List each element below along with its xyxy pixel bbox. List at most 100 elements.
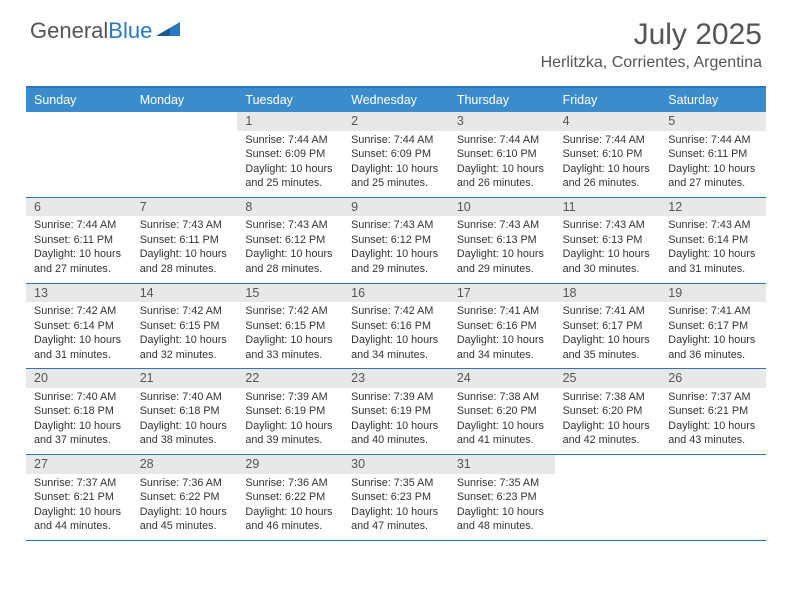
day-details: Sunrise: 7:41 AMSunset: 6:17 PMDaylight:… (555, 302, 661, 362)
day-details: Sunrise: 7:35 AMSunset: 6:23 PMDaylight:… (449, 474, 555, 534)
day-details: Sunrise: 7:43 AMSunset: 6:12 PMDaylight:… (343, 216, 449, 276)
sunrise-line: Sunrise: 7:42 AM (34, 304, 124, 319)
daylight-line: Daylight: 10 hours and 48 minutes. (457, 505, 547, 534)
day-cell (132, 112, 238, 197)
daylight-line: Daylight: 10 hours and 38 minutes. (140, 419, 230, 448)
sunrise-line: Sunrise: 7:37 AM (34, 476, 124, 491)
daylight-line: Daylight: 10 hours and 35 minutes. (563, 333, 653, 362)
sunrise-line: Sunrise: 7:42 AM (245, 304, 335, 319)
location: Herlitzka, Corrientes, Argentina (541, 54, 762, 72)
day-number: 19 (660, 284, 766, 303)
day-number: 13 (26, 284, 132, 303)
logo: GeneralBlue (30, 18, 182, 44)
day-header: Sunday (26, 88, 132, 112)
sunset-line: Sunset: 6:14 PM (668, 233, 758, 248)
day-number: 5 (660, 112, 766, 131)
day-details: Sunrise: 7:42 AMSunset: 6:16 PMDaylight:… (343, 302, 449, 362)
day-number: 23 (343, 369, 449, 388)
day-cell: 2Sunrise: 7:44 AMSunset: 6:09 PMDaylight… (343, 112, 449, 197)
day-details: Sunrise: 7:44 AMSunset: 6:10 PMDaylight:… (449, 131, 555, 191)
day-cell: 31Sunrise: 7:35 AMSunset: 6:23 PMDayligh… (449, 455, 555, 540)
daylight-line: Daylight: 10 hours and 32 minutes. (140, 333, 230, 362)
title-block: July 2025 Herlitzka, Corrientes, Argenti… (541, 18, 762, 72)
day-number: 31 (449, 455, 555, 474)
sunrise-line: Sunrise: 7:44 AM (34, 218, 124, 233)
sunset-line: Sunset: 6:16 PM (457, 319, 547, 334)
day-cell: 14Sunrise: 7:42 AMSunset: 6:15 PMDayligh… (132, 284, 238, 369)
sunset-line: Sunset: 6:19 PM (245, 404, 335, 419)
day-details: Sunrise: 7:44 AMSunset: 6:11 PMDaylight:… (26, 216, 132, 276)
day-cell: 7Sunrise: 7:43 AMSunset: 6:11 PMDaylight… (132, 198, 238, 283)
weeks-container: 1Sunrise: 7:44 AMSunset: 6:09 PMDaylight… (26, 112, 766, 541)
day-number: 6 (26, 198, 132, 217)
sunset-line: Sunset: 6:22 PM (140, 490, 230, 505)
day-cell: 17Sunrise: 7:41 AMSunset: 6:16 PMDayligh… (449, 284, 555, 369)
day-details: Sunrise: 7:40 AMSunset: 6:18 PMDaylight:… (132, 388, 238, 448)
day-details: Sunrise: 7:44 AMSunset: 6:09 PMDaylight:… (343, 131, 449, 191)
day-number: 22 (237, 369, 343, 388)
triangle-icon (156, 20, 182, 43)
day-number: 30 (343, 455, 449, 474)
sunset-line: Sunset: 6:17 PM (563, 319, 653, 334)
daylight-line: Daylight: 10 hours and 27 minutes. (34, 247, 124, 276)
day-number: 16 (343, 284, 449, 303)
day-details: Sunrise: 7:37 AMSunset: 6:21 PMDaylight:… (26, 474, 132, 534)
day-details: Sunrise: 7:35 AMSunset: 6:23 PMDaylight:… (343, 474, 449, 534)
day-cell: 27Sunrise: 7:37 AMSunset: 6:21 PMDayligh… (26, 455, 132, 540)
daylight-line: Daylight: 10 hours and 30 minutes. (563, 247, 653, 276)
sunrise-line: Sunrise: 7:41 AM (457, 304, 547, 319)
sunset-line: Sunset: 6:14 PM (34, 319, 124, 334)
day-cell: 10Sunrise: 7:43 AMSunset: 6:13 PMDayligh… (449, 198, 555, 283)
day-cell: 30Sunrise: 7:35 AMSunset: 6:23 PMDayligh… (343, 455, 449, 540)
sunset-line: Sunset: 6:11 PM (140, 233, 230, 248)
sunrise-line: Sunrise: 7:44 AM (563, 133, 653, 148)
day-details: Sunrise: 7:41 AMSunset: 6:17 PMDaylight:… (660, 302, 766, 362)
daylight-line: Daylight: 10 hours and 36 minutes. (668, 333, 758, 362)
day-number: 28 (132, 455, 238, 474)
day-details: Sunrise: 7:43 AMSunset: 6:13 PMDaylight:… (555, 216, 661, 276)
daylight-line: Daylight: 10 hours and 29 minutes. (457, 247, 547, 276)
sunrise-line: Sunrise: 7:42 AM (351, 304, 441, 319)
sunrise-line: Sunrise: 7:40 AM (34, 390, 124, 405)
sunrise-line: Sunrise: 7:36 AM (245, 476, 335, 491)
day-cell (26, 112, 132, 197)
sunrise-line: Sunrise: 7:41 AM (563, 304, 653, 319)
sunset-line: Sunset: 6:23 PM (457, 490, 547, 505)
day-cell: 20Sunrise: 7:40 AMSunset: 6:18 PMDayligh… (26, 369, 132, 454)
daylight-line: Daylight: 10 hours and 40 minutes. (351, 419, 441, 448)
week-row: 27Sunrise: 7:37 AMSunset: 6:21 PMDayligh… (26, 455, 766, 541)
sunrise-line: Sunrise: 7:44 AM (351, 133, 441, 148)
week-row: 20Sunrise: 7:40 AMSunset: 6:18 PMDayligh… (26, 369, 766, 455)
sunset-line: Sunset: 6:18 PM (140, 404, 230, 419)
day-header: Saturday (660, 88, 766, 112)
sunrise-line: Sunrise: 7:38 AM (457, 390, 547, 405)
sunrise-line: Sunrise: 7:38 AM (563, 390, 653, 405)
sunset-line: Sunset: 6:21 PM (668, 404, 758, 419)
sunset-line: Sunset: 6:12 PM (351, 233, 441, 248)
sunrise-line: Sunrise: 7:35 AM (351, 476, 441, 491)
sunset-line: Sunset: 6:21 PM (34, 490, 124, 505)
month-title: July 2025 (541, 18, 762, 52)
day-cell: 28Sunrise: 7:36 AMSunset: 6:22 PMDayligh… (132, 455, 238, 540)
daylight-line: Daylight: 10 hours and 31 minutes. (34, 333, 124, 362)
day-number: 4 (555, 112, 661, 131)
daylight-line: Daylight: 10 hours and 29 minutes. (351, 247, 441, 276)
sunset-line: Sunset: 6:20 PM (563, 404, 653, 419)
day-number: 20 (26, 369, 132, 388)
sunrise-line: Sunrise: 7:36 AM (140, 476, 230, 491)
sunset-line: Sunset: 6:20 PM (457, 404, 547, 419)
day-cell: 9Sunrise: 7:43 AMSunset: 6:12 PMDaylight… (343, 198, 449, 283)
day-number: 27 (26, 455, 132, 474)
day-cell: 3Sunrise: 7:44 AMSunset: 6:10 PMDaylight… (449, 112, 555, 197)
daylight-line: Daylight: 10 hours and 28 minutes. (140, 247, 230, 276)
day-details: Sunrise: 7:43 AMSunset: 6:14 PMDaylight:… (660, 216, 766, 276)
day-cell: 22Sunrise: 7:39 AMSunset: 6:19 PMDayligh… (237, 369, 343, 454)
daylight-line: Daylight: 10 hours and 28 minutes. (245, 247, 335, 276)
sunset-line: Sunset: 6:11 PM (668, 147, 758, 162)
day-number: 26 (660, 369, 766, 388)
day-cell: 4Sunrise: 7:44 AMSunset: 6:10 PMDaylight… (555, 112, 661, 197)
day-details: Sunrise: 7:39 AMSunset: 6:19 PMDaylight:… (343, 388, 449, 448)
day-details: Sunrise: 7:44 AMSunset: 6:10 PMDaylight:… (555, 131, 661, 191)
day-cell: 1Sunrise: 7:44 AMSunset: 6:09 PMDaylight… (237, 112, 343, 197)
day-details: Sunrise: 7:42 AMSunset: 6:15 PMDaylight:… (237, 302, 343, 362)
